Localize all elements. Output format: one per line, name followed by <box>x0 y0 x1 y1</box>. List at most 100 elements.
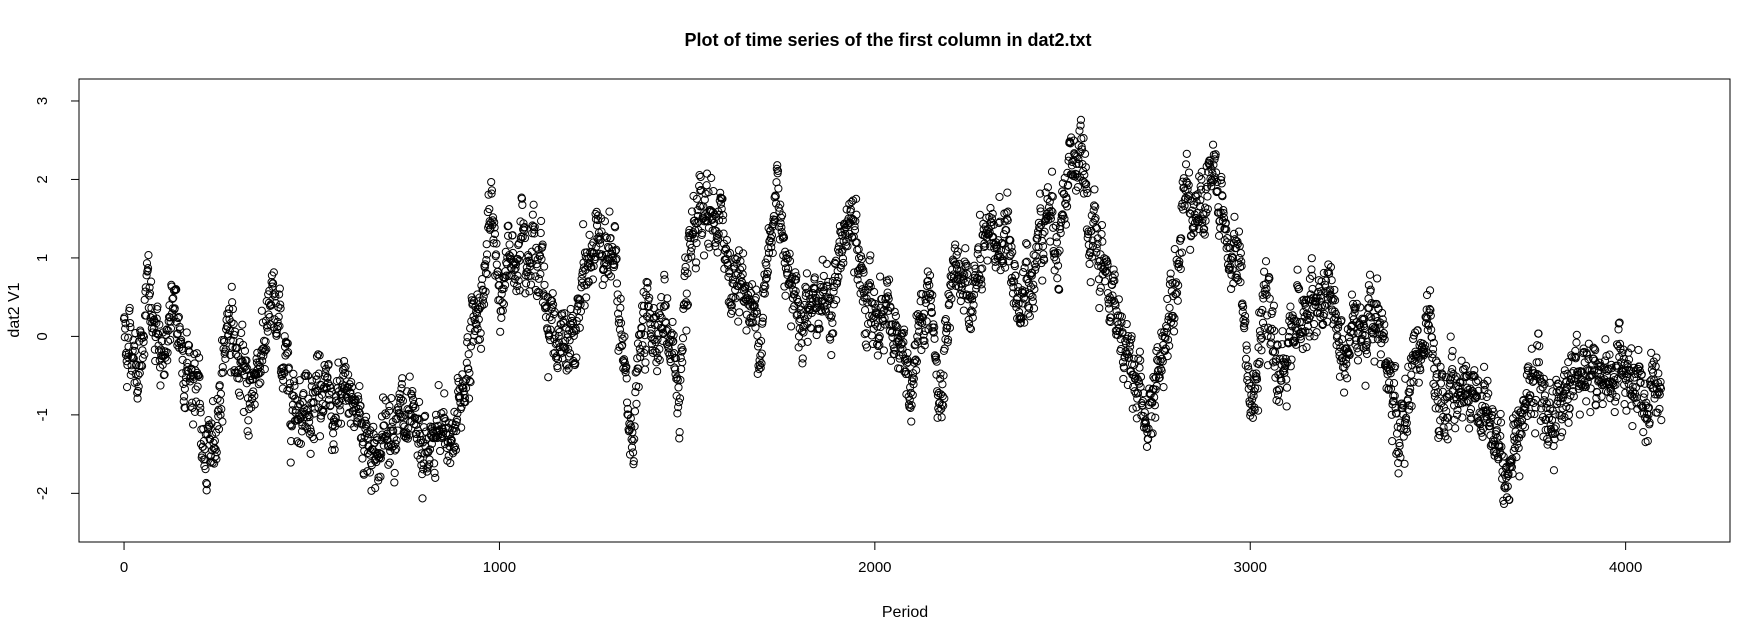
data-point <box>564 364 573 373</box>
data-point <box>547 296 557 305</box>
data-point <box>1036 204 1045 213</box>
data-point <box>161 353 170 362</box>
data-point <box>792 272 801 281</box>
data-point <box>850 226 860 235</box>
data-point <box>712 233 721 243</box>
data-point <box>674 403 683 412</box>
data-point <box>1053 274 1062 283</box>
data-point <box>704 188 713 197</box>
data-point <box>258 356 267 365</box>
data-point <box>1117 318 1126 327</box>
data-point <box>1013 293 1022 302</box>
data-point <box>746 302 755 311</box>
data-point <box>439 408 448 417</box>
data-point <box>238 340 248 350</box>
data-point <box>988 209 997 218</box>
data-point <box>276 304 285 313</box>
data-point <box>897 339 906 348</box>
data-point <box>393 426 402 435</box>
data-point <box>347 378 356 387</box>
data-point <box>1123 380 1132 390</box>
data-point <box>365 430 374 439</box>
data-point <box>911 340 920 349</box>
data-point <box>385 402 394 411</box>
data-point <box>621 368 630 377</box>
data-point <box>540 280 549 290</box>
data-point <box>276 300 285 309</box>
data-point <box>161 347 170 356</box>
data-point <box>244 405 254 414</box>
data-point <box>1060 173 1069 182</box>
data-point <box>774 184 783 193</box>
data-point <box>716 199 726 208</box>
data-point <box>274 312 283 321</box>
data-point <box>1006 236 1015 245</box>
data-point <box>853 275 862 284</box>
data-point <box>1079 134 1088 143</box>
data-point <box>850 222 859 231</box>
data-point <box>925 281 934 290</box>
data-point <box>910 356 920 365</box>
data-point <box>912 357 921 366</box>
data-point <box>941 314 950 324</box>
data-point <box>1120 353 1129 362</box>
data-point <box>1038 276 1047 285</box>
data-point <box>1029 280 1038 289</box>
data-point <box>942 323 952 333</box>
data-point <box>464 350 473 359</box>
data-point <box>797 339 806 348</box>
data-point <box>219 368 228 377</box>
data-point <box>612 279 622 288</box>
data-point <box>1118 358 1128 367</box>
data-point <box>228 304 238 314</box>
data-point <box>163 337 173 346</box>
data-point <box>1122 319 1131 329</box>
data-point <box>430 459 439 468</box>
data-point <box>903 355 912 364</box>
data-point <box>1017 314 1026 323</box>
data-point <box>1003 188 1012 197</box>
data-point <box>249 387 258 396</box>
data-point <box>291 394 300 403</box>
data-point <box>1029 304 1039 313</box>
data-point <box>392 444 401 453</box>
data-point <box>337 394 346 403</box>
data-point <box>237 328 246 338</box>
data-point <box>532 243 541 252</box>
data-point <box>829 287 838 296</box>
data-point <box>741 295 751 304</box>
data-point <box>196 403 205 413</box>
data-point <box>425 460 434 469</box>
data-point <box>1008 289 1018 298</box>
data-point <box>1091 202 1100 211</box>
data-point <box>306 424 315 433</box>
data-point <box>903 348 912 358</box>
data-point <box>632 399 641 409</box>
data-point <box>398 396 408 405</box>
data-point <box>476 344 486 353</box>
data-point <box>153 302 162 311</box>
data-point <box>912 366 921 375</box>
data-point <box>295 376 304 385</box>
data-point <box>690 234 699 243</box>
data-point <box>879 346 888 355</box>
data-point <box>772 199 781 208</box>
data-point <box>421 411 430 420</box>
data-point <box>202 486 211 495</box>
data-point <box>1055 246 1064 255</box>
data-point <box>1073 182 1083 192</box>
data-point <box>515 256 524 265</box>
data-point <box>659 302 668 311</box>
data-point <box>499 300 509 309</box>
data-point <box>930 323 939 332</box>
data-point <box>582 293 591 302</box>
data-point <box>567 316 577 326</box>
data-point <box>503 231 513 240</box>
data-point <box>801 282 810 291</box>
x-axis-label: Period <box>882 604 928 621</box>
data-point <box>664 344 673 353</box>
data-point <box>616 318 626 328</box>
data-point <box>465 376 474 386</box>
data-point <box>678 358 687 367</box>
data-point <box>920 336 929 346</box>
